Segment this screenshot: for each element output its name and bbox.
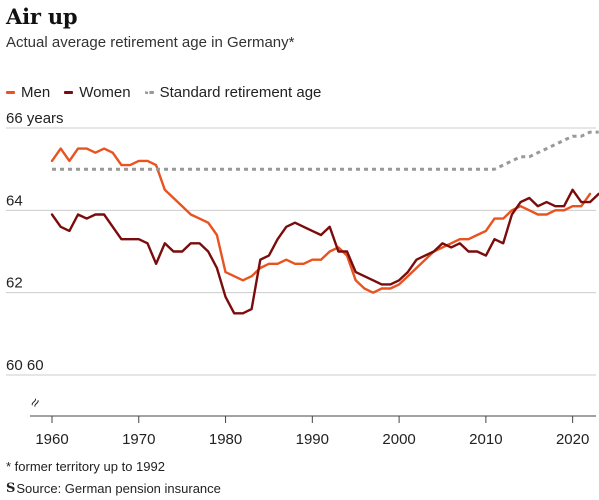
source-text: Source: German pension insurance	[16, 481, 221, 496]
legend-swatch-men	[6, 91, 15, 94]
chart-legend: Men Women Standard retirement age	[6, 84, 335, 101]
line-chart: 66 years 64 62 60 60 ≈1960 1970 1980 1990 2000 20…	[6, 110, 599, 448]
y-tick-label-60: 60 60	[6, 357, 44, 374]
series-line-men	[50, 147, 592, 294]
legend-label-men: Men	[21, 84, 51, 101]
legend-item-women: Women	[64, 84, 131, 101]
legend-swatch-women	[64, 91, 74, 94]
legend-item-men: Men	[6, 84, 50, 101]
x-tick-label-1990: 1990	[296, 431, 329, 448]
y-tick-label-62: 62	[6, 275, 23, 292]
legend-label-standard: Standard retirement age	[159, 84, 322, 101]
axis-break-icon: ≈	[26, 395, 45, 411]
x-tick-label-2000: 2000	[382, 431, 415, 448]
series-line-women	[50, 188, 599, 315]
y-tick-label-64: 64	[6, 192, 23, 209]
x-tick-label-1980: 1980	[209, 431, 242, 448]
publisher-logo-icon: S	[6, 481, 16, 496]
legend-swatch-standard	[144, 91, 154, 94]
source-line: S Source: German pension insurance	[6, 481, 221, 496]
y-tick-label-66: 66 years	[6, 110, 64, 127]
legend-label-women: Women	[79, 84, 131, 101]
chart-subtitle: Actual average retirement age in Germany…	[6, 34, 295, 51]
legend-item-standard: Standard retirement age	[144, 84, 322, 101]
x-tick-label-2010: 2010	[469, 431, 502, 448]
x-tick-label-1970: 1970	[122, 431, 155, 448]
footnote: * former territory up to 1992	[6, 459, 165, 474]
chart-title: Air up	[6, 4, 78, 29]
x-tick-label-1960: 1960	[35, 431, 68, 448]
x-tick-label-2020: 2020	[556, 431, 589, 448]
